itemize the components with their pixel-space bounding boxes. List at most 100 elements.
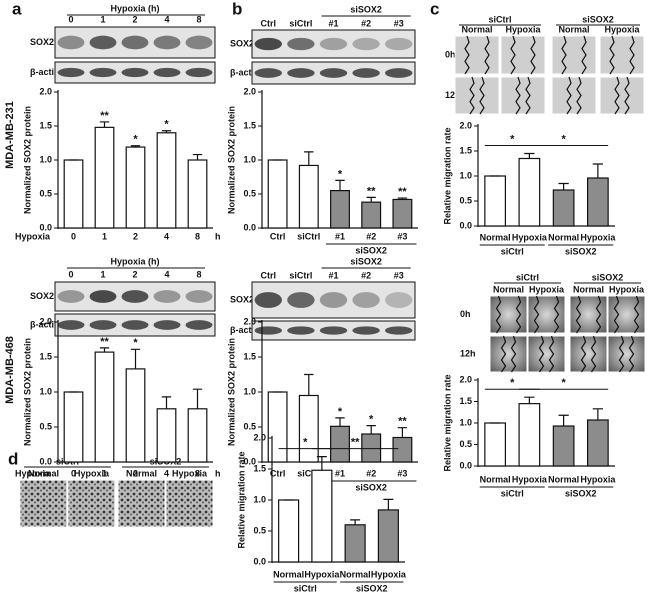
- x-axis-title: Hypoxia: [15, 231, 51, 241]
- y-tick-label: 2.0: [459, 374, 472, 384]
- blot-header: Hypoxia (h): [110, 3, 159, 13]
- blot-row-label: SOX2: [30, 37, 54, 47]
- x-tick-label: #1: [335, 468, 345, 478]
- x-tick-label: Hypoxia: [580, 474, 616, 484]
- bar: [361, 433, 382, 463]
- y-axis-title: Normalized SOX2 protein: [22, 106, 32, 214]
- wound-edge: [515, 76, 521, 115]
- bar: [552, 425, 575, 467]
- y-tick-label: 0.5: [459, 195, 472, 205]
- blot-band: [254, 292, 282, 308]
- y-axis-title: Relative migration rate: [236, 451, 246, 548]
- lane-label: #1: [328, 18, 338, 28]
- x-axis-unit: h: [215, 468, 221, 478]
- y-tick-label: 1.5: [243, 120, 256, 130]
- panel-letter: d: [8, 449, 18, 468]
- y-tick-label: 2.0: [243, 316, 256, 326]
- blot-band: [57, 320, 85, 330]
- wound-edge: [580, 335, 587, 373]
- image-time: 12h: [460, 348, 476, 358]
- wound-edge: [479, 76, 485, 115]
- image-condition: Hypoxia: [604, 24, 640, 34]
- panel-letter: c: [430, 0, 439, 18]
- wound-edge: [530, 35, 536, 75]
- error-bar: [350, 519, 361, 525]
- lane-label: 2: [132, 269, 137, 279]
- micrograph: [454, 35, 500, 75]
- blot-row-label: SOX2: [230, 294, 254, 304]
- y-axis-title: Relative migration rate: [442, 127, 452, 224]
- bar: [518, 403, 541, 467]
- blot-band: [185, 320, 213, 330]
- y-tick-label: 0.5: [459, 439, 472, 449]
- wound-edge: [500, 335, 507, 373]
- bar: [586, 419, 609, 467]
- error-bar: [304, 151, 314, 166]
- bar: [330, 190, 350, 229]
- x-tick-label: Ctrl: [270, 468, 286, 478]
- x-tick-label: Normal: [480, 232, 511, 242]
- y-tick-label: 0.0: [253, 556, 266, 566]
- image-group: siSOX2: [582, 14, 614, 24]
- y-tick-label: 0.0: [459, 220, 472, 230]
- bar: [518, 157, 541, 227]
- blot-row-label: β-actin: [30, 67, 60, 77]
- x-tick-label: #2: [366, 468, 376, 478]
- y-tick-label: 0.5: [253, 525, 266, 535]
- blot-row-label: β-actin: [30, 319, 60, 329]
- significance: *: [133, 134, 138, 146]
- bar: [392, 436, 413, 463]
- x-tick-label: Hypoxia: [371, 569, 407, 579]
- error-bar: [304, 373, 314, 396]
- blot-group: siSOX2: [350, 256, 382, 266]
- bar: [267, 159, 288, 229]
- micrograph: [569, 295, 608, 334]
- x-tick-label: 0: [71, 468, 76, 478]
- wound-edge: [590, 335, 597, 373]
- bar: [63, 391, 84, 463]
- x-tick-label: Hypoxia: [512, 474, 548, 484]
- error-bar: [558, 414, 569, 427]
- y-tick-label: 0.0: [459, 460, 472, 470]
- micrograph: [500, 76, 546, 115]
- blot-band: [153, 290, 181, 303]
- significance: *: [338, 168, 343, 180]
- wound-edge: [575, 295, 582, 334]
- image-condition: Hypoxia: [172, 468, 208, 478]
- y-tick-label: 0.0: [243, 222, 256, 232]
- y-tick-label: 1.0: [459, 170, 472, 180]
- x-tick-label: Hypoxia: [304, 569, 340, 579]
- micrograph: [551, 35, 597, 75]
- image-condition: Hypoxia: [609, 284, 645, 294]
- blot-band: [153, 320, 181, 330]
- blot-band: [287, 326, 315, 335]
- blot-band: [319, 292, 348, 308]
- y-tick-label: 0.0: [243, 456, 256, 466]
- blot-band: [352, 292, 380, 308]
- y-tick-label: 1.0: [39, 154, 52, 164]
- y-tick-label: 1.0: [253, 494, 266, 504]
- x-tick-label: #3: [397, 468, 407, 478]
- blot-band: [121, 67, 149, 78]
- significance: *: [133, 337, 138, 349]
- blot-band: [185, 67, 213, 78]
- y-tick-label: 1.0: [459, 417, 472, 427]
- wound-edge: [633, 295, 640, 334]
- lane-label: #2: [361, 270, 371, 280]
- image-time: 0h: [445, 49, 456, 59]
- y-axis-title: Normalized SOX2 protein: [226, 338, 236, 446]
- significance: *: [369, 414, 374, 426]
- y-axis-title: Normalized SOX2 protein: [22, 338, 32, 446]
- x-tick-label: siCtrl: [297, 468, 320, 478]
- x-tick-label: #3: [397, 231, 407, 241]
- y-tick-label: 1.5: [459, 145, 472, 155]
- lane-label: 1: [100, 14, 105, 24]
- y-tick-label: 1.5: [459, 396, 472, 406]
- significance: *: [510, 133, 515, 145]
- error-bar: [366, 196, 376, 203]
- micrograph: [527, 295, 566, 334]
- y-tick-label: 1.5: [39, 120, 52, 130]
- micrograph: [19, 479, 68, 528]
- wound-edge: [510, 35, 516, 75]
- wound-edge: [533, 295, 540, 334]
